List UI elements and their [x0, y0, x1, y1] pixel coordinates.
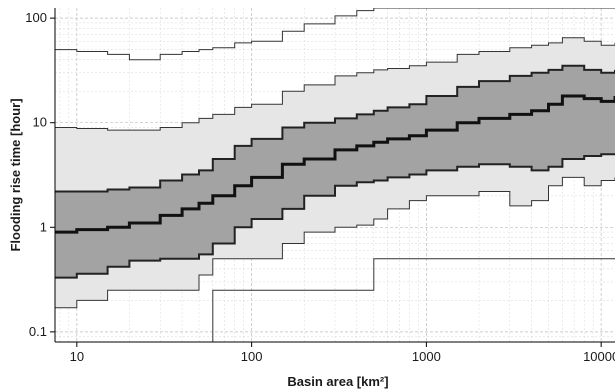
axes: [54, 8, 615, 343]
x-tick-label: 10: [70, 349, 84, 364]
y-axis-label: Flooding rise time [hour]: [8, 98, 23, 251]
series-line-lower-inner: [55, 153, 615, 279]
series-line-lower-outer: [55, 176, 615, 309]
y-tick-label: 0.1: [29, 324, 47, 339]
bands: [55, 37, 615, 308]
series-lines: [55, 8, 615, 342]
series-line-max: [55, 8, 615, 61]
inner-quantile-band: [55, 65, 615, 278]
series-line-median: [55, 94, 615, 234]
series-line-upper-outer: [55, 37, 615, 131]
y-tick-label: 1: [40, 219, 47, 234]
series-line-upper-inner: [55, 64, 615, 193]
y-tick-label: 100: [25, 10, 47, 25]
x-tick-label: 100: [241, 349, 263, 364]
x-tick-label: 1000: [412, 349, 441, 364]
x-axis-label: Basin area [km²]: [287, 374, 388, 389]
y-tick-label: 10: [33, 115, 47, 130]
series-line-min: [212, 258, 615, 342]
